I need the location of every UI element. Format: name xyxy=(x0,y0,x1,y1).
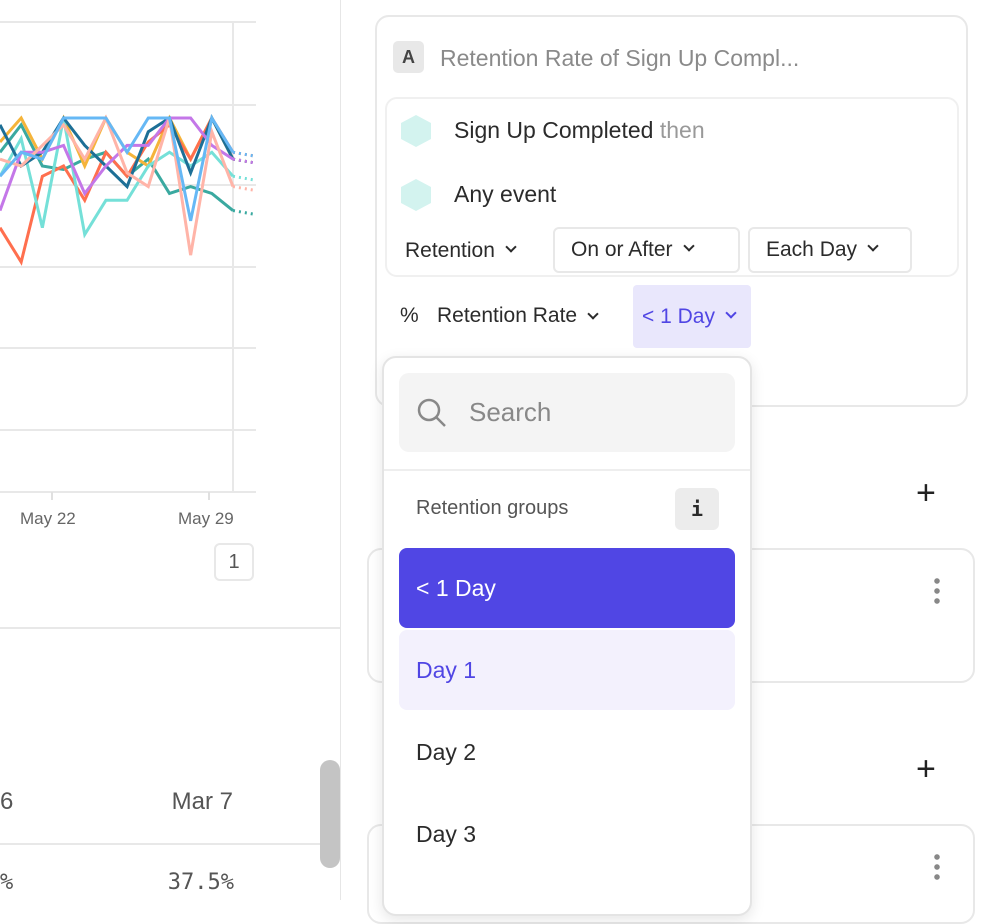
add-icon[interactable]: + xyxy=(916,474,936,512)
divider xyxy=(0,627,340,629)
series-line xyxy=(0,114,235,266)
group-label: Retention groups xyxy=(416,497,569,519)
add-icon[interactable]: + xyxy=(916,750,936,788)
on-or-after-select[interactable]: On or After xyxy=(553,227,740,273)
series-projection xyxy=(232,150,257,158)
bucket-select[interactable]: < 1 Day xyxy=(633,285,751,348)
table-cell: 37.5% xyxy=(167,870,234,895)
select-label: < 1 Day xyxy=(642,304,715,328)
scrollbar-thumb[interactable] xyxy=(320,760,340,868)
search-icon xyxy=(417,398,446,427)
series-projection xyxy=(232,174,257,182)
more-options-icon[interactable] xyxy=(934,852,940,880)
series-line xyxy=(0,114,235,190)
each-day-select[interactable]: Each Day xyxy=(748,227,912,273)
event-step-2[interactable]: Any event xyxy=(454,181,557,207)
retention-type-select[interactable]: Retention xyxy=(387,228,533,274)
search-placeholder: Search xyxy=(469,397,552,427)
retention-line-chart xyxy=(0,21,257,500)
chevron-down-icon xyxy=(682,240,695,252)
series-line xyxy=(0,116,234,212)
info-icon[interactable]: i xyxy=(675,488,719,530)
series-projection xyxy=(232,209,257,217)
chevron-down-icon xyxy=(725,306,737,319)
chevron-down-icon xyxy=(867,240,879,252)
query-title[interactable]: Retention Rate of Sign Up Compl... xyxy=(440,45,800,71)
divider xyxy=(384,469,750,471)
query-letter-badge: A xyxy=(393,41,424,73)
chevron-down-icon xyxy=(505,241,517,253)
option-lt-1-day[interactable]: < 1 Day xyxy=(399,548,735,628)
x-tick-label: May 29 xyxy=(178,509,234,528)
option-day-1[interactable]: Day 1 xyxy=(399,630,735,710)
page-badge[interactable]: 1 xyxy=(214,543,254,581)
option-day-3[interactable]: Day 3 xyxy=(416,820,477,847)
chart-panel: May 22 May 29 1 6 Mar 7 % 37.5% xyxy=(0,0,341,900)
event-steps xyxy=(385,97,959,277)
select-label: Retention xyxy=(405,239,495,262)
column-header: Mar 7 xyxy=(171,788,233,815)
table-cell: % xyxy=(0,870,14,895)
series-line xyxy=(0,114,235,222)
series-line xyxy=(0,114,235,256)
then-label: then xyxy=(659,117,705,143)
select-label: On or After xyxy=(571,238,673,261)
column-header: 6 xyxy=(0,788,14,815)
option-day-2[interactable]: Day 2 xyxy=(416,738,477,765)
search-input[interactable]: Search xyxy=(399,373,735,452)
divider xyxy=(0,843,320,845)
series-projection xyxy=(232,157,257,165)
select-label: Each Day xyxy=(766,238,858,261)
event-name: Sign Up Completed xyxy=(454,117,654,143)
event-step-1[interactable]: Sign Up Completed then xyxy=(454,117,705,144)
chevron-down-icon xyxy=(587,308,599,320)
select-label: Retention Rate xyxy=(437,304,578,327)
query-card: A Retention Rate of Sign Up Compl... xyxy=(375,15,968,407)
metric-select[interactable]: Retention Rate xyxy=(437,304,599,328)
series-projection xyxy=(232,185,257,193)
more-options-icon[interactable] xyxy=(934,576,940,604)
x-tick-label: May 22 xyxy=(20,509,76,528)
percent-icon: % xyxy=(400,304,419,327)
